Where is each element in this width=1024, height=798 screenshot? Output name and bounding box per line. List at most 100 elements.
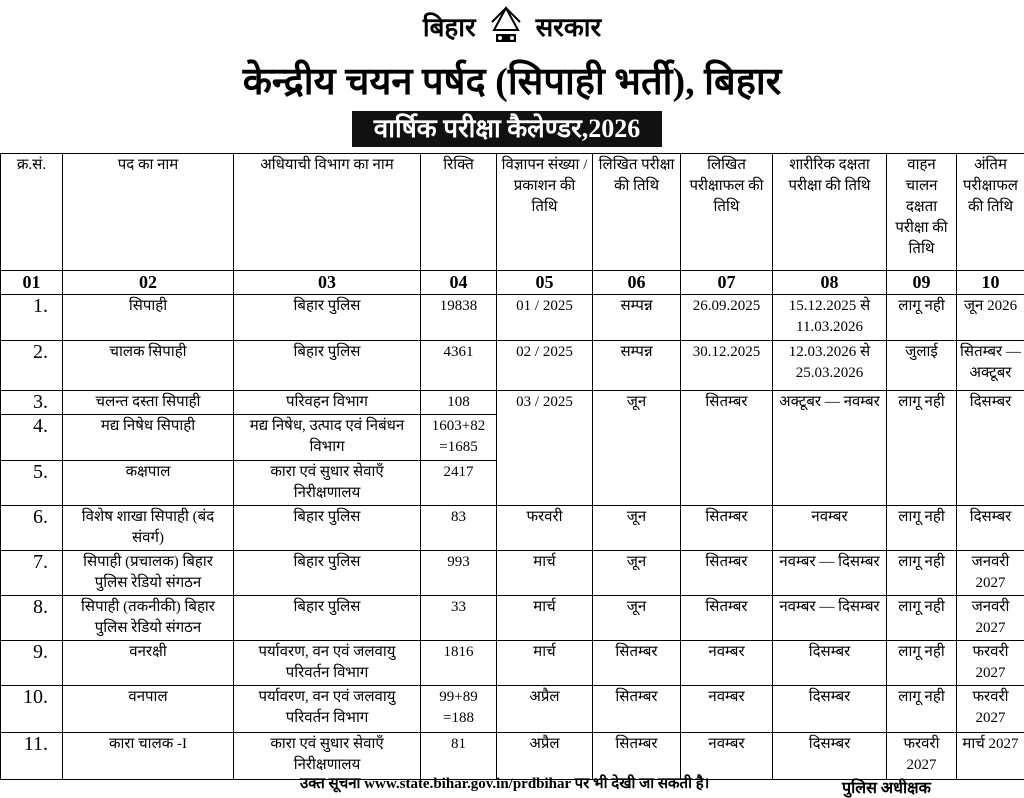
table-row: 2. चालक सिपाही बिहार पुलिस 4361 02 / 2025 सम्… — [0, 340, 1024, 391]
written-exam-date-cell: जून — [592, 550, 681, 596]
physical-test-date-cell: दिसम्बर — [772, 732, 887, 780]
advertisement-cell: अप्रैल — [496, 732, 593, 780]
table-row: 11. कारा चालक -I कारा एवं सुधार सेवाएँ निर… — [0, 732, 1024, 780]
physical-test-date-cell: 15.12.2025 से 11.03.2026 — [772, 294, 887, 341]
written-exam-date-cell: जून — [592, 390, 681, 506]
physical-test-date-cell: नवम्बर — दिसम्बर — [772, 595, 887, 641]
table-row: 6. विशेष शाखा सिपाही (बंद संवर्ग) बिहार पु… — [0, 505, 1024, 551]
driving-test-date-cell: लागू नही — [886, 390, 957, 506]
vacancy-cell: 2417 — [420, 460, 497, 506]
serial-number-cell: 2. — [0, 340, 63, 391]
written-result-date-cell: सितम्बर — [680, 505, 773, 551]
final-result-date-cell: फरवरी 2027 — [956, 640, 1024, 686]
driving-test-date-cell: लागू नही — [886, 595, 957, 641]
serial-number-cell: 6. — [0, 505, 63, 551]
column-header: वाहन चालन दक्षता परीक्षा की तिथि — [886, 153, 957, 271]
column-header: विज्ञापन संख्या / प्रकाशन की तिथि — [496, 153, 593, 271]
final-result-date-cell: दिसम्बर — [956, 390, 1024, 506]
department-cell: कारा एवं सुधार सेवाएँ निरीक्षणालय — [233, 460, 421, 506]
column-number: 07 — [680, 270, 773, 295]
driving-test-date-cell: लागू नही — [886, 294, 957, 341]
department-cell: मद्य निषेध, उत्पाद एवं निबंधन विभाग — [233, 414, 421, 461]
vacancy-cell: 1816 — [420, 640, 497, 686]
header-row: क्र.सं. पद का नाम अधियाची विभाग का नाम रिक्… — [0, 153, 1024, 271]
written-exam-date-cell: जून — [592, 505, 681, 551]
website-notice: उक्त सूचना www.state.bihar.gov.in/prdbih… — [300, 776, 710, 792]
vacancy-cell: 1603+82 =1685 — [420, 414, 497, 461]
driving-test-date-cell: फरवरी 2027 — [886, 732, 957, 780]
post-name-cell: मद्य निषेध सिपाही — [62, 414, 234, 461]
vacancy-cell: 83 — [420, 505, 497, 551]
column-number: 04 — [420, 270, 497, 295]
written-exam-date-cell: सितम्बर — [592, 732, 681, 780]
physical-test-date-cell: नवम्बर — दिसम्बर — [772, 550, 887, 596]
post-name-cell: कक्षपाल — [62, 460, 234, 506]
serial-number-cell: 11. — [0, 732, 63, 780]
driving-test-date-cell: लागू नही — [886, 550, 957, 596]
vacancy-cell: 99+89 =188 — [420, 685, 497, 733]
department-cell: बिहार पुलिस — [233, 595, 421, 641]
advertisement-cell: मार्च — [496, 640, 593, 686]
vacancy-cell: 993 — [420, 550, 497, 596]
physical-test-date-cell: दिसम्बर — [772, 640, 887, 686]
table-row: 9. वनरक्षी पर्यावरण, वन एवं जलवायु परिवर्त… — [0, 640, 1024, 686]
serial-number-cell: 3. — [0, 390, 63, 415]
driving-test-date-cell: लागू नही — [886, 685, 957, 733]
final-result-date-cell: जनवरी 2027 — [956, 595, 1024, 641]
physical-test-date-cell: नवम्बर — [772, 505, 887, 551]
final-result-date-cell: जून 2026 — [956, 294, 1024, 341]
written-result-date-cell: नवम्बर — [680, 685, 773, 733]
column-header: अधियाची विभाग का नाम — [233, 153, 421, 271]
bihar-emblem-icon — [490, 5, 521, 42]
calendar-title: वार्षिक परीक्षा कैलेण्डर,2026 — [352, 111, 662, 147]
table-row: 1. सिपाही बिहार पुलिस 19838 01 / 2025 सम्पन्न… — [0, 294, 1024, 341]
column-number: 06 — [592, 270, 681, 295]
table-row: 7. सिपाही (प्रचालक) बिहार पुलिस रेडियो सं… — [0, 550, 1024, 596]
department-cell: बिहार पुलिस — [233, 294, 421, 341]
gov-left-text: बिहार — [422, 13, 476, 42]
written-result-date-cell: 30.12.2025 — [680, 340, 773, 391]
written-exam-date-cell: जून — [592, 595, 681, 641]
written-exam-date-cell: सितम्बर — [592, 685, 681, 733]
column-number: 03 — [233, 270, 421, 295]
column-header: रिक्ति — [420, 153, 497, 271]
driving-test-date-cell: लागू नही — [886, 640, 957, 686]
written-result-date-cell: 26.09.2025 — [680, 294, 773, 341]
advertisement-cell: 03 / 2025 — [496, 390, 593, 506]
department-cell: कारा एवं सुधार सेवाएँ निरीक्षणालय — [233, 732, 421, 780]
physical-test-date-cell: अक्टूबर — नवम्बर — [772, 390, 887, 506]
advertisement-cell: 02 / 2025 — [496, 340, 593, 391]
serial-number-cell: 8. — [0, 595, 63, 641]
serial-number-cell: 1. — [0, 294, 63, 341]
serial-number-cell: 5. — [0, 460, 63, 506]
final-result-date-cell: सितम्बर — अक्टूबर — [956, 340, 1024, 391]
physical-test-date-cell: दिसम्बर — [772, 685, 887, 733]
vacancy-cell: 108 — [420, 390, 497, 415]
post-name-cell: सिपाही — [62, 294, 234, 341]
exam-calendar-table: क्र.सं. पद का नाम अधियाची विभाग का नाम रिक्… — [0, 153, 1024, 780]
column-number: 09 — [886, 270, 957, 295]
written-result-date-cell: सितम्बर — [680, 550, 773, 596]
department-cell: पर्यावरण, वन एवं जलवायु परिवर्तन विभाग — [233, 640, 421, 686]
column-number: 10 — [956, 270, 1024, 295]
department-cell: बिहार पुलिस — [233, 340, 421, 391]
column-header: लिखित परीक्षाफल की तिथि — [680, 153, 773, 271]
column-header: क्र.सं. — [0, 153, 63, 271]
driving-test-date-cell: लागू नही — [886, 505, 957, 551]
advertisement-cell: मार्च — [496, 550, 593, 596]
vacancy-cell: 4361 — [420, 340, 497, 391]
page-title: केन्द्रीय चयन पर्षद (सिपाही भर्ती), बिहा… — [242, 61, 782, 103]
column-number: 02 — [62, 270, 234, 295]
serial-number-cell: 10. — [0, 685, 63, 733]
department-cell: पर्यावरण, वन एवं जलवायु परिवर्तन विभाग — [233, 685, 421, 733]
advertisement-cell: 01 / 2025 — [496, 294, 593, 341]
post-name-cell: सिपाही (प्रचालक) बिहार पुलिस रेडियो संगठ… — [62, 550, 234, 596]
table-row: 5. कक्षपाल कारा एवं सुधार सेवाएँ निरीक्षणा… — [0, 460, 1024, 506]
department-cell: बिहार पुलिस — [233, 550, 421, 596]
final-result-date-cell: दिसम्बर — [956, 505, 1024, 551]
column-header: लिखित परीक्षा की तिथि — [592, 153, 681, 271]
written-result-date-cell: नवम्बर — [680, 732, 773, 780]
written-exam-date-cell: सितम्बर — [592, 640, 681, 686]
final-result-date-cell: फरवरी 2027 — [956, 685, 1024, 733]
advertisement-cell: अप्रैल — [496, 685, 593, 733]
